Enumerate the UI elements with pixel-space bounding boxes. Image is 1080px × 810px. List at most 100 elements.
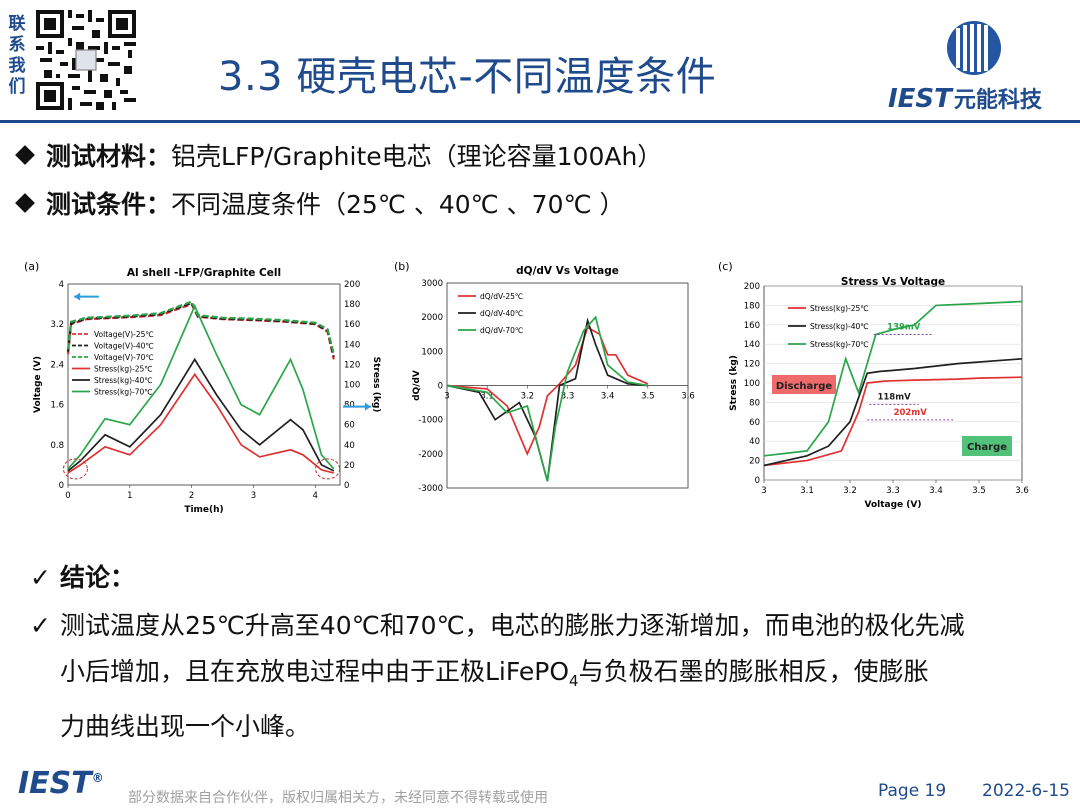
charge-label: Charge — [967, 442, 1007, 453]
y-tick-label: 1000 — [421, 347, 443, 357]
legend-label: dQ/dV-25℃ — [480, 292, 523, 301]
y2-axis-label: Stress (kg) — [371, 357, 381, 413]
x-tick-label: 3.1 — [800, 486, 814, 496]
conclusion-line-2b: 与负极石墨的膨胀相反，使膨胀 — [578, 657, 929, 686]
bullet-label: 测试条件： — [46, 190, 172, 219]
series-line — [446, 315, 648, 482]
legend-label: Stress(kg)-25℃ — [810, 304, 869, 313]
conclusion-line-2: 小后增加，且在充放电过程中由于正极LiFePO4与负极石墨的膨胀相反，使膨胀 — [30, 649, 1040, 704]
registered-mark: ® — [91, 771, 104, 785]
bullet-text: 不同温度条件（25℃ 、40℃ 、70℃ ） — [171, 190, 625, 219]
checkmark-icon: ✓ — [30, 563, 51, 592]
header-divider — [0, 120, 1080, 123]
panel-label: (b) — [394, 260, 410, 273]
chart-b-dqdv-voltage: (b) dQ/dV Vs Voltage -3000 -2000 -1000 0 1000 2… — [394, 260, 695, 494]
logo-wordmark: IEST元能科技 — [888, 82, 1042, 114]
x-axis-label: Voltage (V) — [865, 500, 922, 510]
bullet-label: 测试材料： — [46, 142, 172, 171]
y-tick-label: 0 — [438, 382, 443, 392]
logo-latin: IEST — [888, 84, 952, 114]
x-tick-label: 3.1 — [480, 392, 494, 402]
company-logo: IEST元能科技 — [884, 18, 1064, 118]
x-tick-label: 3.6 — [681, 392, 695, 402]
y2-tick-label: 160 — [344, 320, 360, 330]
y-tick-label: 0.8 — [50, 441, 64, 451]
series-line — [67, 357, 335, 472]
series-line — [67, 372, 335, 474]
y2-tick-label: 20 — [344, 461, 355, 471]
legend-label: Voltage(V)-40℃ — [94, 342, 154, 351]
y-tick-label: 2000 — [421, 313, 443, 323]
y-tick-label: 100 — [744, 379, 760, 389]
y2-tick-label: 100 — [344, 381, 360, 391]
y-axis-label: Voltage (V) — [33, 356, 43, 413]
discharge-badge — [772, 375, 836, 394]
bullet-text: 铝壳LFP/Graphite电芯（理论容量100Ah） — [171, 142, 663, 171]
x-tick-label: 3.4 — [601, 392, 615, 402]
legend-label: Stress(kg)-25℃ — [94, 365, 153, 374]
y-tick-label: 0 — [755, 476, 760, 486]
chart-a-voltage-stress-time: (a) Al shell -LFP/Graphite Cell 0 0.8 1.6 2.4… — [24, 260, 381, 515]
y-tick-label: 40 — [749, 437, 760, 447]
legend-label: Stress(kg)-70℃ — [810, 340, 869, 349]
series-line — [446, 317, 648, 482]
logo-emblem-icon — [947, 21, 1001, 75]
diamond-bullet-icon — [15, 193, 35, 213]
arrow-head-icon — [74, 292, 81, 301]
x-tick-label: 3.2 — [521, 392, 535, 402]
x-axis-label: Time(h) — [184, 505, 223, 515]
logo-chinese: 元能科技 — [953, 88, 1042, 113]
x-tick-label: 3.3 — [886, 486, 900, 496]
footer-logo: IEST® — [18, 766, 104, 801]
y2-tick-label: 0 — [344, 481, 349, 491]
contact-char: 们 — [8, 77, 26, 97]
y-tick-label: 60 — [749, 418, 760, 428]
y2-tick-label: 60 — [344, 421, 355, 431]
y-tick-label: 0 — [59, 481, 64, 491]
chart-title: Stress Vs Voltage — [841, 276, 945, 288]
charge-badge — [962, 436, 1012, 456]
arrow-head-icon — [364, 402, 371, 411]
series-line — [763, 300, 1023, 457]
contact-us-label: 联 系 我 们 — [6, 14, 28, 98]
discharge-label: Discharge — [776, 381, 833, 392]
legend-label: Stress(kg)-70℃ — [94, 388, 153, 397]
x-tick-label: 2 — [189, 491, 194, 501]
y2-tick-label: 180 — [344, 300, 360, 310]
x-tick-label: 0 — [65, 491, 70, 501]
x-tick-label: 3.5 — [641, 392, 655, 402]
y-axis-label: Stress (kg) — [729, 355, 739, 411]
contact-char: 我 — [8, 56, 26, 76]
x-tick-label: 3.6 — [1015, 486, 1029, 496]
y-tick-label: -3000 — [418, 484, 443, 494]
conclusion-heading: ✓ 结论： — [30, 558, 135, 594]
series-line — [763, 376, 1023, 467]
conclusion-line-2a: 小后增加，且在充放电过程中由于正极LiFePO — [60, 657, 570, 686]
y2-tick-label: 80 — [344, 401, 355, 411]
bullet-test-condition: 测试条件：不同温度条件（25℃ 、40℃ 、70℃ ） — [14, 185, 625, 221]
contact-char: 系 — [8, 35, 26, 55]
x-tick-label: 1 — [127, 491, 132, 501]
x-tick-label: 3.3 — [561, 392, 575, 402]
x-tick-label: 3.2 — [843, 486, 857, 496]
legend-label: Voltage(V)-25℃ — [94, 330, 154, 339]
copyright-note: 部分数据来自合作伙伴，版权归属相关方，未经同意不得转载或使用 — [128, 790, 548, 806]
mv-annotation: 118mV — [877, 392, 911, 402]
legend-label: Stress(kg)-40℃ — [94, 376, 153, 385]
y-tick-label: 160 — [744, 321, 760, 331]
y2-tick-label: 120 — [344, 360, 360, 370]
x-tick-label: 3 — [761, 486, 766, 496]
subscript-4: 4 — [569, 672, 579, 690]
legend-label: dQ/dV-40℃ — [480, 309, 523, 318]
page-number: Page 19 — [878, 781, 947, 801]
y-tick-label: 3.2 — [50, 320, 64, 330]
mv-annotation: 139mV — [887, 323, 921, 333]
slide-date: 2022-6-15 — [982, 781, 1070, 801]
y-tick-label: 120 — [744, 360, 760, 370]
x-tick-label: 3.5 — [972, 486, 986, 496]
x-tick-label: 4 — [313, 491, 318, 501]
bullet-test-material: 测试材料：铝壳LFP/Graphite电芯（理论容量100Ah） — [14, 137, 662, 173]
conclusion-body: ✓ 测试温度从25℃升高至40℃和70℃，电芯的膨胀力逐渐增加，而电池的极化先减 … — [30, 603, 1040, 750]
y-tick-label: 4 — [59, 280, 64, 290]
mv-annotation: 202mV — [894, 408, 928, 418]
